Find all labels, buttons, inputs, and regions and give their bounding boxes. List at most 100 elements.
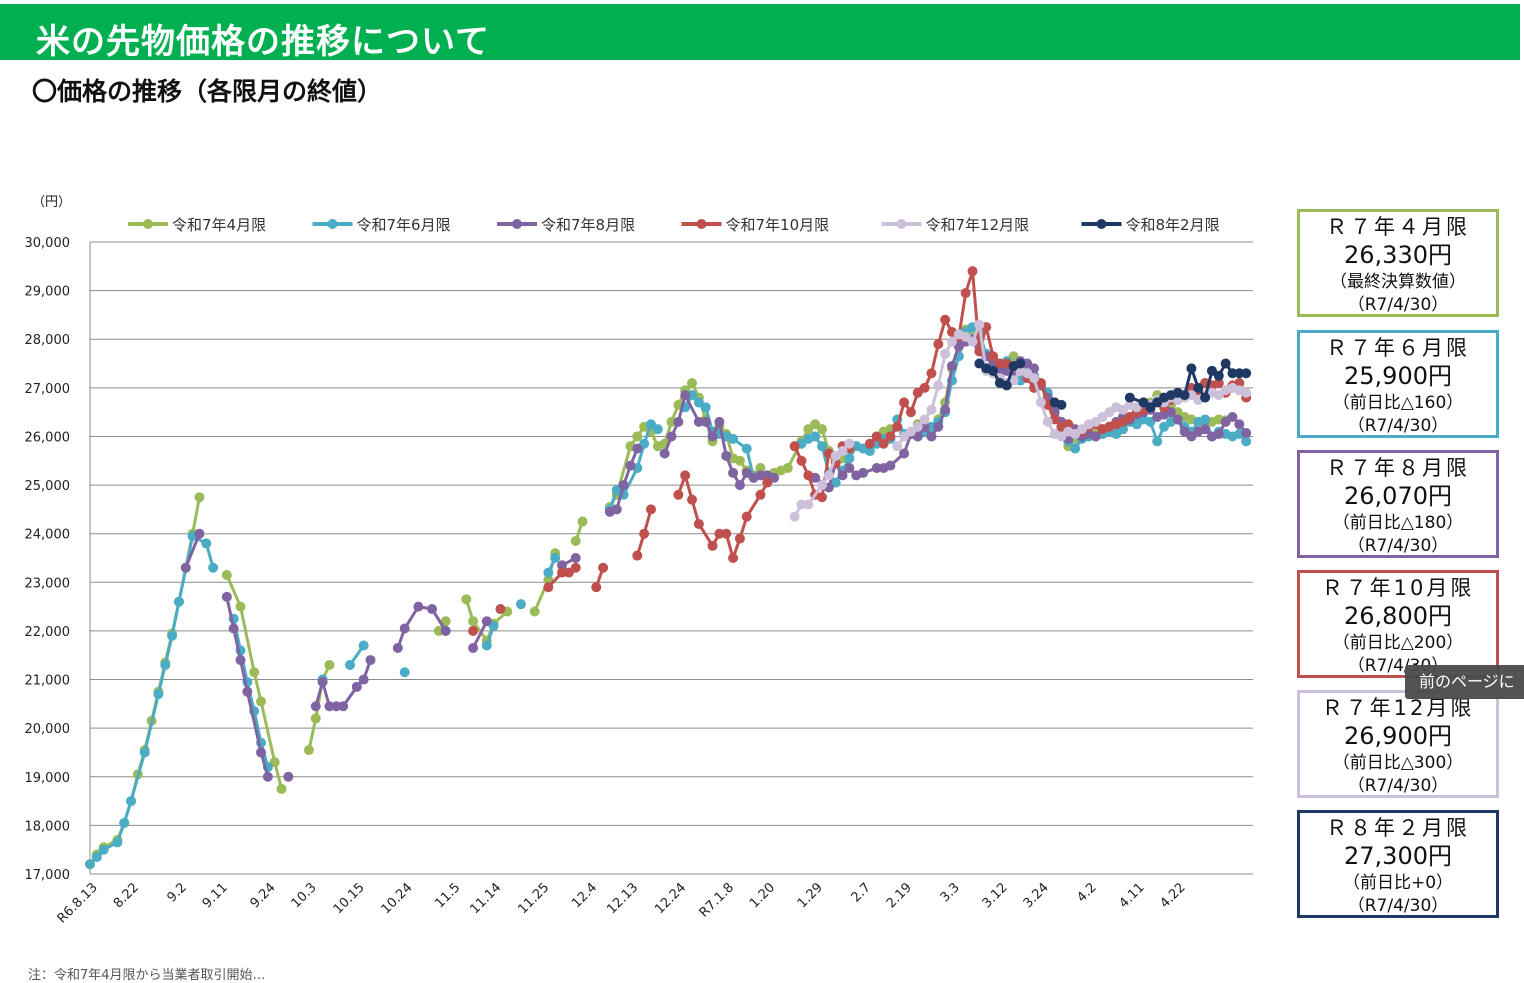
data-point bbox=[892, 441, 903, 452]
x-tick-label: R6.8.13 bbox=[55, 880, 101, 926]
prev-page-tooltip[interactable]: 前のページに bbox=[1405, 665, 1524, 699]
data-point bbox=[358, 640, 369, 651]
data-point bbox=[529, 606, 540, 617]
data-point bbox=[550, 553, 561, 563]
data-point bbox=[1042, 416, 1053, 427]
data-point bbox=[680, 390, 691, 401]
data-point bbox=[625, 460, 636, 471]
data-point bbox=[885, 431, 896, 442]
summary-box-title: Ｒ７年６月限 bbox=[1326, 336, 1470, 360]
data-point bbox=[618, 480, 629, 491]
data-point bbox=[365, 655, 376, 666]
data-point bbox=[864, 446, 875, 457]
summary-box-title: Ｒ７年８月限 bbox=[1326, 456, 1470, 480]
data-point bbox=[988, 351, 999, 362]
page-title: 米の先物価格の推移について bbox=[36, 22, 490, 62]
data-point bbox=[960, 288, 971, 299]
data-point bbox=[1056, 399, 1067, 410]
y-tick-label: 18,000 bbox=[25, 819, 71, 834]
data-point bbox=[871, 431, 882, 442]
data-point bbox=[221, 591, 232, 602]
summary-box-r7-dec: Ｒ７年12月限 26,900円 （前日比△300） （R7/4/30） bbox=[1297, 690, 1499, 798]
data-point bbox=[912, 421, 923, 432]
summary-box-price: 27,300円 bbox=[1344, 842, 1452, 870]
x-tick-label: 3.24 bbox=[1021, 880, 1052, 911]
data-point bbox=[331, 701, 342, 712]
legend-label: 令和7年10月限 bbox=[726, 216, 830, 234]
summary-box-note: （前日比△160） bbox=[1332, 393, 1464, 413]
data-point bbox=[994, 358, 1005, 369]
legend-swatch-marker bbox=[143, 219, 153, 229]
data-point bbox=[399, 623, 410, 634]
summary-box-r7-apr: Ｒ７年４月限 26,330円 （最終決算数値） （R7/4/30） bbox=[1297, 209, 1499, 317]
data-point bbox=[317, 676, 328, 687]
data-point bbox=[1200, 392, 1211, 403]
data-point bbox=[427, 604, 438, 615]
data-point bbox=[905, 407, 916, 418]
x-tick-label: R7.1.8 bbox=[697, 880, 737, 920]
summary-box-price: 26,800円 bbox=[1344, 602, 1452, 630]
data-point bbox=[837, 470, 848, 481]
y-unit-label: （円） bbox=[32, 195, 71, 210]
data-point bbox=[919, 382, 930, 393]
data-point bbox=[1090, 431, 1101, 442]
data-point bbox=[392, 642, 403, 653]
summary-box-note: （前日比+0） bbox=[1342, 873, 1454, 893]
data-point bbox=[700, 402, 711, 413]
data-point bbox=[570, 562, 581, 573]
data-point bbox=[721, 450, 732, 461]
data-point bbox=[974, 319, 985, 330]
y-tick-label: 19,000 bbox=[25, 771, 71, 786]
data-point bbox=[817, 480, 828, 491]
data-point bbox=[283, 771, 294, 782]
legend-swatch-marker bbox=[696, 219, 707, 229]
data-point bbox=[933, 421, 944, 432]
summary-box-price: 26,330円 bbox=[1344, 241, 1452, 269]
x-tick-label: 11.14 bbox=[468, 880, 505, 917]
summary-box-r7-aug: Ｒ７年８月限 26,070円 （前日比△180） （R7/4/30） bbox=[1297, 450, 1499, 558]
footnote: 注：令和7年4月限から当業者取引開始… bbox=[28, 968, 266, 983]
summary-box-price: 26,900円 bbox=[1344, 722, 1452, 750]
data-point bbox=[91, 851, 102, 862]
data-point bbox=[755, 463, 766, 474]
data-point bbox=[557, 567, 568, 578]
series-line bbox=[676, 473, 769, 560]
summary-box-note: （前日比△180） bbox=[1332, 513, 1464, 533]
data-point bbox=[461, 594, 472, 605]
summary-box-title: Ｒ７年４月限 bbox=[1326, 215, 1470, 239]
data-point bbox=[728, 433, 739, 444]
x-tick-label: 12.24 bbox=[652, 880, 689, 917]
data-point bbox=[1227, 412, 1238, 423]
data-point bbox=[256, 747, 267, 758]
data-point bbox=[468, 616, 479, 627]
data-point bbox=[933, 339, 944, 350]
data-point bbox=[303, 745, 314, 756]
x-tick-label: 8.22 bbox=[111, 880, 142, 911]
x-tick-label: 12.13 bbox=[604, 880, 641, 917]
y-tick-label: 27,000 bbox=[25, 382, 71, 397]
data-point bbox=[577, 516, 588, 527]
data-point bbox=[871, 463, 882, 474]
x-tick-label: 9.11 bbox=[200, 880, 231, 911]
summary-box-date: （R7/4/30） bbox=[1347, 416, 1449, 436]
data-point bbox=[687, 494, 698, 505]
x-tick-label: 2.19 bbox=[884, 880, 915, 911]
summary-box-r7-jun: Ｒ７年６月限 25,900円 （前日比△160） （R7/4/30） bbox=[1297, 330, 1499, 438]
data-point bbox=[1220, 358, 1231, 369]
data-point bbox=[1241, 368, 1252, 379]
data-point bbox=[440, 616, 451, 627]
summary-box-date: （R7/4/30） bbox=[1347, 295, 1449, 315]
data-point bbox=[734, 480, 745, 491]
data-point bbox=[892, 421, 903, 432]
data-point bbox=[755, 489, 766, 500]
data-point bbox=[940, 314, 951, 325]
data-point bbox=[1001, 380, 1012, 391]
data-point bbox=[160, 659, 171, 670]
y-tick-label: 25,000 bbox=[25, 479, 71, 494]
x-tick-label: 10.3 bbox=[289, 880, 320, 911]
data-point bbox=[899, 448, 910, 459]
data-point bbox=[789, 511, 800, 522]
data-point bbox=[714, 416, 725, 427]
data-point bbox=[700, 416, 711, 427]
data-point bbox=[933, 380, 944, 391]
